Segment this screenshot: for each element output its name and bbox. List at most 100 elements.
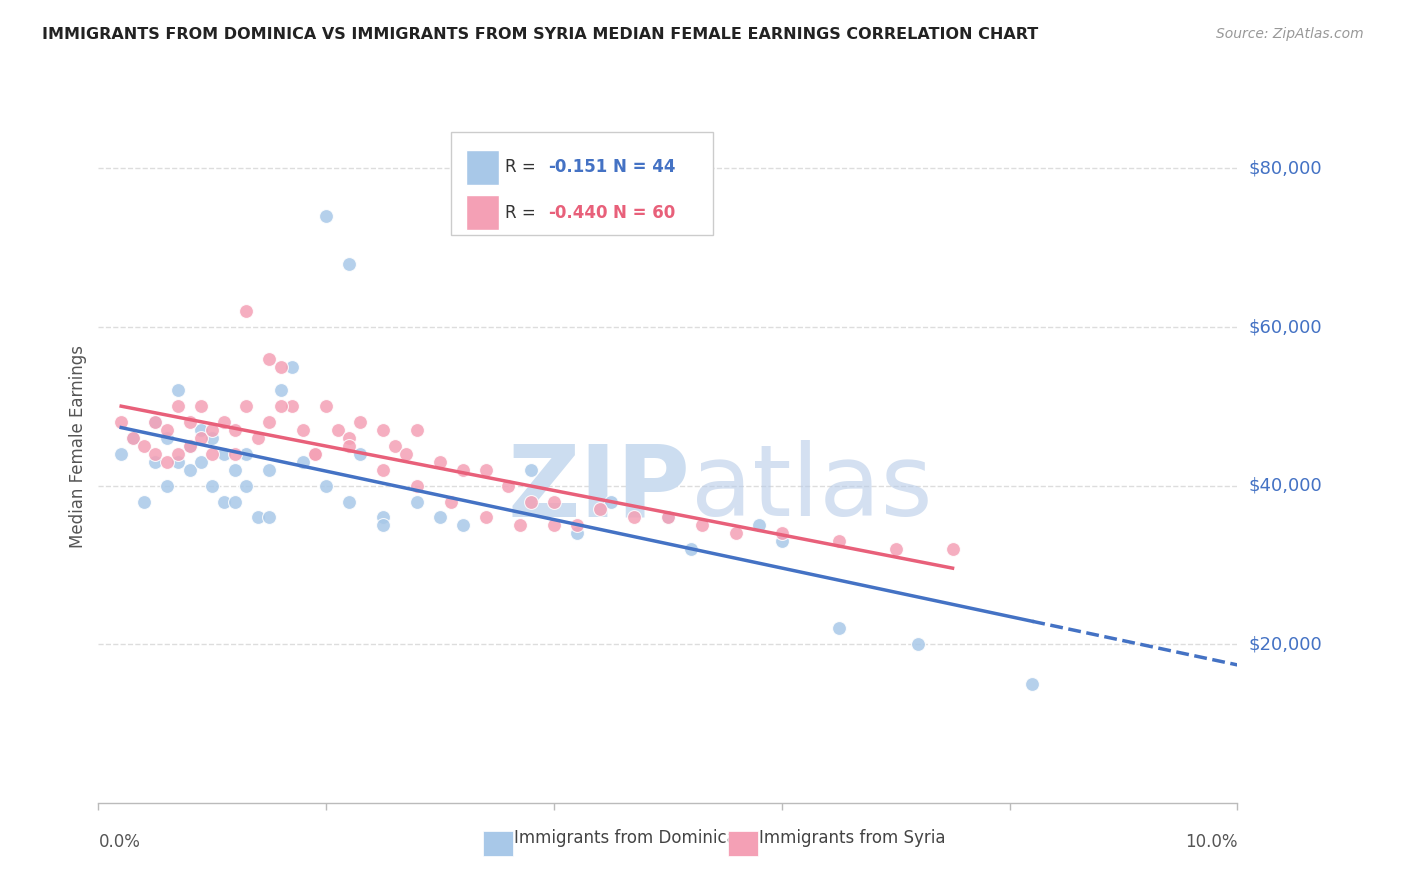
Point <box>281 400 304 414</box>
Point <box>224 423 246 437</box>
Text: Immigrants from Syria: Immigrants from Syria <box>759 830 945 847</box>
FancyBboxPatch shape <box>467 195 499 230</box>
FancyBboxPatch shape <box>451 132 713 235</box>
Text: Immigrants from Dominica: Immigrants from Dominica <box>515 830 737 847</box>
Point <box>235 304 257 318</box>
Point <box>259 415 281 429</box>
Point <box>156 423 179 437</box>
Point <box>406 478 429 492</box>
Point <box>235 478 257 492</box>
Point <box>828 621 851 635</box>
Point <box>690 518 713 533</box>
Point <box>1021 677 1043 691</box>
Point <box>748 518 770 533</box>
Point <box>190 423 212 437</box>
Point <box>132 439 155 453</box>
Text: -0.151: -0.151 <box>548 159 607 177</box>
Text: $60,000: $60,000 <box>1249 318 1322 336</box>
Point <box>190 400 212 414</box>
Point <box>201 423 224 437</box>
Point <box>520 463 543 477</box>
Point <box>212 494 235 508</box>
Point <box>770 526 793 541</box>
Point <box>942 542 965 557</box>
Point <box>657 510 679 524</box>
Point <box>145 455 167 469</box>
Point <box>315 209 337 223</box>
Point <box>337 257 360 271</box>
Point <box>657 510 679 524</box>
Point <box>543 518 565 533</box>
FancyBboxPatch shape <box>728 830 758 856</box>
Point <box>326 423 349 437</box>
Point <box>373 463 395 477</box>
Point <box>304 447 326 461</box>
Point <box>623 510 645 524</box>
Point <box>828 534 851 549</box>
Point <box>167 455 190 469</box>
Point <box>292 455 315 469</box>
Point <box>509 518 531 533</box>
Text: N = 44: N = 44 <box>613 159 676 177</box>
Text: atlas: atlas <box>690 441 932 537</box>
Point <box>384 439 406 453</box>
Text: 0.0%: 0.0% <box>98 833 141 851</box>
Point <box>259 463 281 477</box>
Point <box>167 384 190 398</box>
Point <box>224 463 246 477</box>
Point <box>212 447 235 461</box>
Point <box>179 439 201 453</box>
Point <box>429 510 451 524</box>
Point <box>588 502 610 516</box>
Point <box>600 494 623 508</box>
Point <box>235 400 257 414</box>
Point <box>725 526 748 541</box>
Point <box>201 478 224 492</box>
Point <box>281 359 304 374</box>
Point <box>156 431 179 445</box>
Text: ZIP: ZIP <box>508 441 690 537</box>
Point <box>907 637 929 651</box>
Point <box>259 351 281 366</box>
FancyBboxPatch shape <box>467 150 499 185</box>
Point <box>212 415 235 429</box>
Point <box>337 494 360 508</box>
Text: Source: ZipAtlas.com: Source: ZipAtlas.com <box>1216 27 1364 41</box>
Point <box>145 447 167 461</box>
FancyBboxPatch shape <box>484 830 513 856</box>
Point <box>373 518 395 533</box>
Text: IMMIGRANTS FROM DOMINICA VS IMMIGRANTS FROM SYRIA MEDIAN FEMALE EARNINGS CORRELA: IMMIGRANTS FROM DOMINICA VS IMMIGRANTS F… <box>42 27 1039 42</box>
Point <box>132 494 155 508</box>
Point <box>451 518 474 533</box>
Point <box>406 423 429 437</box>
Point <box>315 478 337 492</box>
Point <box>349 415 371 429</box>
Point <box>337 431 360 445</box>
Point <box>543 494 565 508</box>
Point <box>373 510 395 524</box>
Point <box>224 494 246 508</box>
Point <box>474 510 496 524</box>
Point <box>246 510 269 524</box>
Point <box>270 400 292 414</box>
Point <box>349 447 371 461</box>
Text: $40,000: $40,000 <box>1249 476 1322 495</box>
Point <box>429 455 451 469</box>
Point <box>121 431 143 445</box>
Point <box>770 534 793 549</box>
Point <box>565 518 588 533</box>
Point <box>110 447 132 461</box>
Point <box>451 463 474 477</box>
Point <box>406 494 429 508</box>
Point <box>474 463 496 477</box>
Point <box>224 447 246 461</box>
Point <box>156 478 179 492</box>
Text: R =: R = <box>505 159 541 177</box>
Point <box>167 400 190 414</box>
Point <box>121 431 143 445</box>
Point <box>679 542 702 557</box>
Point <box>179 463 201 477</box>
Point <box>270 359 292 374</box>
Text: 10.0%: 10.0% <box>1185 833 1237 851</box>
Point <box>156 455 179 469</box>
